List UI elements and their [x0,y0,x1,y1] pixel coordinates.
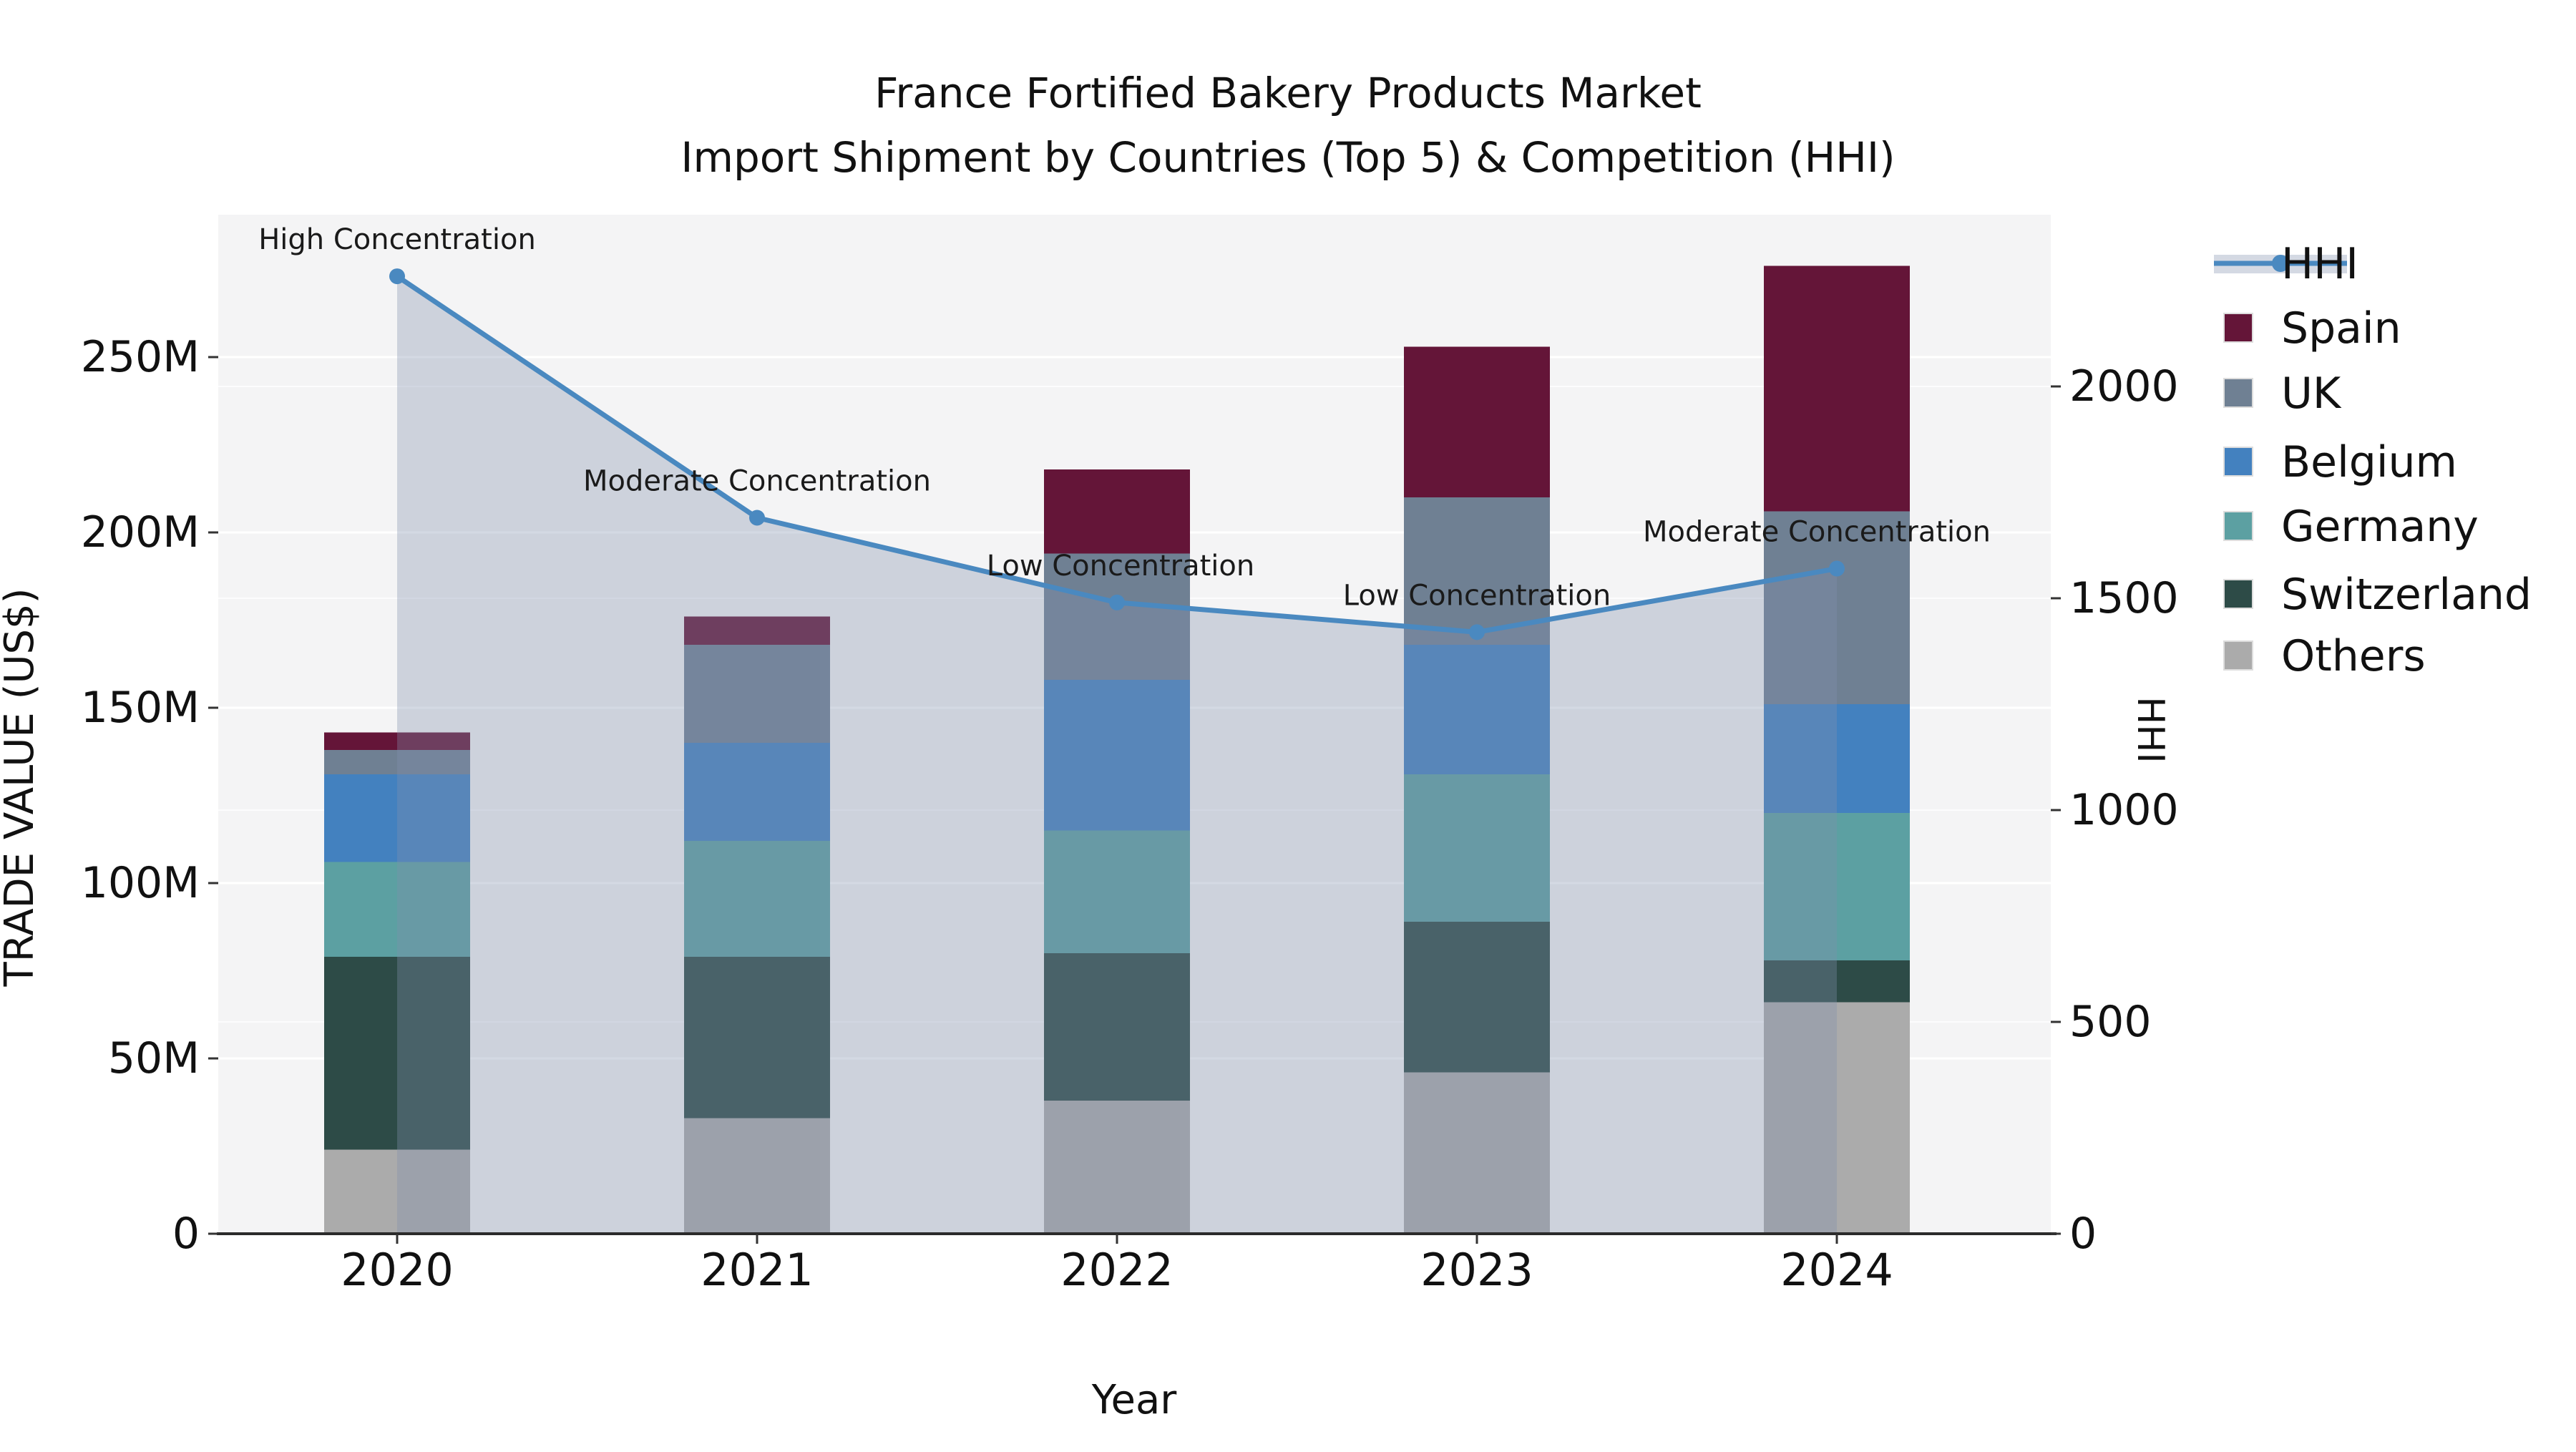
legend-swatch-uk [2223,378,2253,408]
legend-swatch-switzerland [2223,579,2253,609]
x-axis-title: Year [1091,1377,1178,1423]
y-left-tick-label-150M: 150M [81,683,200,733]
annotation-2020: High Concentration [258,223,536,256]
hhi-marker-2021[interactable] [749,510,765,526]
y-left-tick-label-0: 0 [172,1209,200,1259]
hhi-marker-2022[interactable] [1109,594,1125,610]
bar-segment-2020-others[interactable] [324,1149,470,1234]
legend-hhi-marker [2272,255,2289,272]
legend-swatch-spain [2223,313,2253,343]
y-left-tick-label-50M: 50M [108,1033,200,1083]
legend: HHI Spain UK Belgium Germany Switzerland Other… [2214,239,2532,681]
legend-label-belgium: Belgium [2281,437,2457,487]
bar-segment-2024-uk[interactable] [1764,511,1910,705]
hhi-marker-2023[interactable] [1469,624,1485,640]
bar-segment-2023-belgium[interactable] [1404,644,1550,775]
annotation-2022: Low Concentration [987,550,1254,583]
x-tick-label-2022: 2022 [1060,1244,1174,1296]
bar-segment-2022-uk[interactable] [1044,553,1190,680]
bar-segment-2022-others[interactable] [1044,1100,1190,1234]
bar-segment-2020-germany[interactable] [324,862,470,957]
legend-item-hhi[interactable]: HHI [2214,239,2358,289]
chart-title-line2: Import Shipment by Countries (Top 5) & C… [680,133,1895,182]
bar-segment-2023-spain[interactable] [1404,346,1550,497]
bar-segment-2023-switzerland[interactable] [1404,921,1550,1073]
bar-segment-2023-germany[interactable] [1404,774,1550,922]
chart-title-line1: France Fortified Bakery Products Market [874,69,1702,117]
y-right-tick-label-0: 0 [2069,1209,2097,1259]
bar-segment-2020-switzerland[interactable] [324,956,470,1150]
y-right-tick-label-1000: 1000 [2069,785,2179,835]
bar-segment-2021-belgium[interactable] [684,743,830,842]
legend-label-spain: Spain [2281,303,2401,354]
hhi-marker-2024[interactable] [1829,560,1845,577]
legend-item-others[interactable]: Others [2223,631,2426,681]
legend-item-germany[interactable]: Germany [2223,502,2479,552]
legend-swatch-others [2223,640,2253,671]
legend-item-switzerland[interactable]: Switzerland [2223,570,2532,620]
hhi-marker-2020[interactable] [389,268,405,285]
bar-segment-2020-belgium[interactable] [324,774,470,862]
bar-segment-2023-uk[interactable] [1404,497,1550,645]
x-tick-label-2024: 2024 [1780,1244,1893,1296]
legend-swatch-germany [2223,511,2253,541]
y-left-tick-label-200M: 200M [81,507,200,557]
y-left-tick-label-250M: 250M [81,332,200,382]
legend-label-uk: UK [2281,369,2342,419]
bar-segment-2020-uk[interactable] [324,749,470,775]
legend-swatch-belgium [2223,447,2253,477]
y-left-tick-label-100M: 100M [81,858,200,908]
bar-segment-2024-spain[interactable] [1764,265,1910,512]
annotation-2023: Low Concentration [1343,579,1611,612]
legend-item-belgium[interactable]: Belgium [2223,437,2457,487]
y-axis-left-title: TRADE VALUE (US$) [0,588,43,988]
annotation-2021: Moderate Concentration [583,465,931,498]
x-tick-label-2021: 2021 [701,1244,814,1296]
y-axis-right-title: HHI [2129,696,2172,764]
bar-segment-2023-others[interactable] [1404,1072,1550,1234]
bar-segment-2022-spain[interactable] [1044,469,1190,554]
hhi-area-polygon [397,276,1837,1234]
bar-segment-2021-switzerland[interactable] [684,956,830,1119]
annotations: High Concentration Moderate Concentration… [258,223,1991,612]
bar-segment-2022-germany[interactable] [1044,830,1190,954]
bar-segment-2024-switzerland[interactable] [1764,960,1910,1003]
bar-segment-2022-switzerland[interactable] [1044,953,1190,1101]
bar-segment-2022-belgium[interactable] [1044,679,1190,831]
bar-segment-2021-others[interactable] [684,1118,830,1234]
y-right-tick-label-2000: 2000 [2069,361,2179,411]
x-tick-label-2020: 2020 [341,1244,454,1296]
stacked-bars [324,265,1910,1234]
bar-segment-2021-spain[interactable] [684,616,830,645]
legend-item-uk[interactable]: UK [2223,369,2342,419]
hhi-line [389,268,1845,640]
legend-label-others: Others [2281,631,2426,681]
bar-segment-2024-germany[interactable] [1764,813,1910,960]
bar-segment-2021-germany[interactable] [684,841,830,957]
y-right-tick-label-1500: 1500 [2069,573,2179,623]
legend-label-germany: Germany [2281,502,2479,552]
legend-label-hhi: HHI [2281,239,2358,289]
bar-segment-2024-others[interactable] [1764,1002,1910,1234]
legend-label-switzerland: Switzerland [2281,570,2532,620]
annotation-2024: Moderate Concentration [1643,516,1991,549]
axes: 0 50M 100M 150M 200M 250M 0 500 1000 1500 2000 2020… [81,332,2179,1296]
x-tick-label-2023: 2023 [1420,1244,1533,1296]
bar-segment-2021-uk[interactable] [684,644,830,743]
legend-item-spain[interactable]: Spain [2223,303,2401,354]
bar-segment-2020-spain[interactable] [324,732,470,750]
bar-segment-2024-belgium[interactable] [1764,704,1910,813]
hhi-area-fill [397,276,1837,1234]
y-right-tick-label-500: 500 [2069,997,2152,1047]
